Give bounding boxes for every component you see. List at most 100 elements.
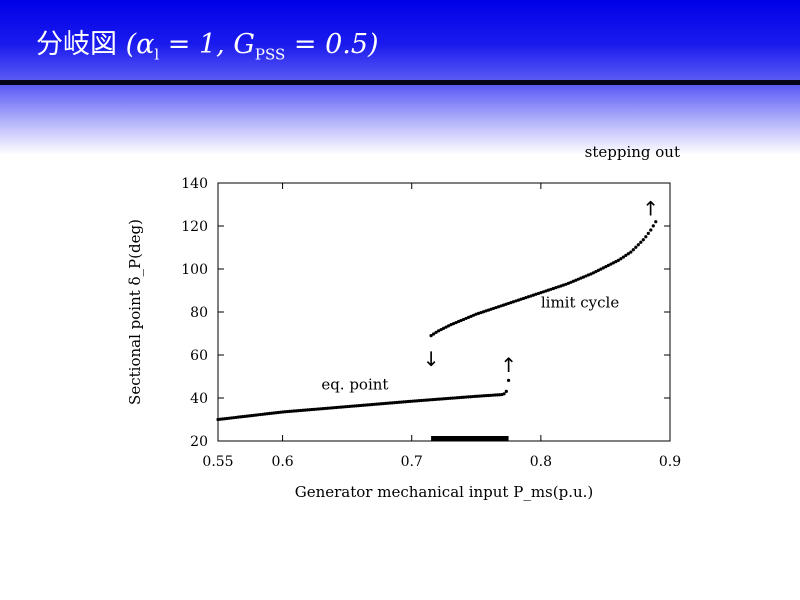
data-point: [456, 319, 461, 324]
data-point: [531, 293, 536, 297]
data-point: [639, 240, 643, 244]
chart-labels: 0.55 0.6 0.7 0.8 0.9 20 40 60 80 100 120 140 Generat…: [126, 143, 681, 501]
data-point: [464, 316, 468, 321]
data-point: [599, 267, 603, 271]
data-point: [466, 315, 471, 319]
data-point: [451, 322, 456, 326]
data-point: [541, 290, 546, 294]
data-point: [646, 231, 650, 235]
data-point: [611, 261, 615, 265]
data-point: [581, 275, 585, 279]
data-point: [511, 300, 516, 304]
slide-title-jp: 分岐図: [36, 29, 117, 60]
annotation: stepping out: [585, 143, 680, 161]
data-point: [504, 302, 508, 306]
plot-frame: [217, 182, 671, 442]
data-point: [539, 291, 543, 295]
data-point: [601, 266, 605, 270]
data-point: [644, 235, 648, 239]
data-point: [649, 228, 653, 232]
data-point: [596, 268, 600, 272]
data-point: [629, 250, 633, 254]
data-point: [491, 306, 496, 311]
x-tick-label: 0.55: [202, 454, 233, 470]
data-point: [459, 318, 463, 323]
data-point: [559, 284, 563, 288]
data-point: [624, 253, 628, 258]
data-point: [566, 281, 571, 285]
y-tick-label: 100: [181, 262, 208, 278]
data-point: [516, 298, 521, 302]
data-point: [429, 334, 433, 338]
data-point: [636, 243, 640, 247]
data-point: [551, 286, 556, 291]
data-point: [519, 297, 523, 301]
data-point: [444, 325, 448, 329]
data-point: [586, 273, 590, 277]
data-point: [436, 329, 441, 333]
data-point: [479, 310, 483, 315]
data-point: [481, 310, 486, 314]
x-axis-label: Generator mechanical input P_ms(p.u.): [295, 483, 594, 501]
y-tick-label: 20: [190, 434, 208, 450]
data-point: [606, 263, 610, 267]
data-point: [514, 299, 518, 303]
data-point: [574, 278, 578, 282]
data-point: [489, 307, 493, 311]
data-point: [609, 262, 613, 266]
series-eq-point: [216, 378, 511, 422]
data-point: [434, 330, 438, 334]
annotation: eq. point: [321, 375, 388, 393]
data-point: [584, 274, 588, 278]
slide-title-formula: (αl = 1, GPSS = 0.5): [125, 29, 379, 64]
data-point: [521, 296, 526, 301]
slide-title: 分岐図 (αl = 1, GPSS = 0.5): [36, 22, 379, 63]
data-point: [499, 304, 503, 308]
x-tick-label: 0.6: [271, 454, 293, 470]
data-point: [631, 248, 635, 252]
data-point: [604, 265, 608, 269]
formula-open-paren: (: [125, 29, 137, 60]
arrow-up-icon: ↑: [642, 196, 659, 220]
data-point: [471, 313, 476, 317]
data-point: [446, 324, 451, 328]
data-point: [476, 311, 481, 316]
data-point: [554, 286, 558, 290]
data-point: [571, 279, 576, 283]
title-bar: [0, 0, 800, 80]
data-point: [619, 257, 623, 261]
y-tick-label: 80: [190, 305, 208, 321]
y-axis-label: Sectional point δ_P(deg): [126, 219, 144, 405]
data-point: [501, 303, 506, 307]
data-point: [546, 288, 551, 292]
data-point: [576, 277, 580, 281]
data-point: [626, 252, 630, 256]
data-point: [469, 314, 473, 318]
data-point: [641, 238, 645, 242]
data-point: [651, 224, 655, 228]
formula-alpha: α: [136, 29, 155, 60]
data-point: [589, 272, 593, 276]
chart-axes: [217, 182, 671, 442]
data-point: [509, 300, 513, 305]
data-point: [486, 308, 491, 312]
x-tick-label: 0.7: [401, 454, 423, 470]
data-point: [529, 294, 533, 298]
formula-mid: = 1, G: [159, 29, 255, 60]
data-point: [431, 332, 436, 336]
bistable-interval-bar: [431, 436, 509, 441]
data-point: [484, 309, 488, 313]
data-point: [614, 260, 618, 264]
formula-g-sub: PSS: [254, 45, 286, 64]
data-point: [634, 245, 638, 249]
y-tick-label: 40: [190, 391, 208, 407]
data-point: [526, 295, 531, 299]
data-point: [549, 287, 553, 291]
data-point: [591, 271, 595, 275]
series-limit-cycle: [429, 220, 658, 338]
data-point: [449, 323, 453, 327]
title-divider: [0, 80, 800, 85]
data-point: [441, 326, 446, 330]
data-point: [621, 255, 625, 259]
